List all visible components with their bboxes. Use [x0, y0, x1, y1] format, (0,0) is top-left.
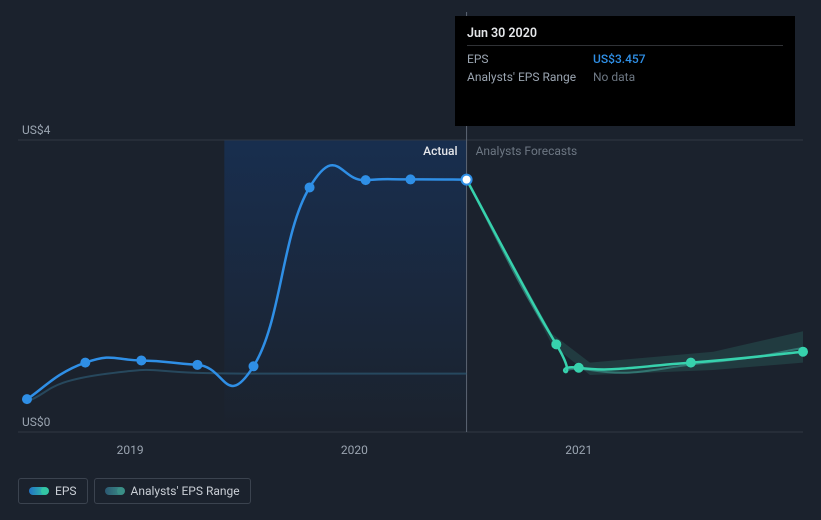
tooltip-row-value: No data	[593, 70, 635, 84]
svg-text:US$0: US$0	[22, 415, 51, 429]
svg-text:2020: 2020	[341, 443, 368, 457]
tooltip-row-label: Analysts' EPS Range	[467, 70, 577, 84]
chart-root: US$4 US$0 Actual Analysts Forecasts 2019 2020…	[0, 0, 821, 520]
tooltip-date: Jun 30 2020	[467, 26, 783, 41]
legend-swatch-eps	[29, 487, 47, 495]
legend-label: EPS	[55, 484, 77, 498]
legend-swatch-range	[105, 487, 123, 495]
legend-item-eps-range[interactable]: Analysts' EPS Range	[94, 478, 251, 504]
tooltip-row: Analysts' EPS Range No data	[467, 70, 783, 84]
tooltip-row-label: EPS	[467, 52, 577, 66]
tooltip-row-value: US$3.457	[593, 52, 646, 66]
legend-item-eps[interactable]: EPS	[18, 478, 88, 504]
svg-text:Actual: Actual	[423, 144, 457, 158]
tooltip-separator	[467, 45, 783, 46]
tooltip-row: EPS US$3.457	[467, 52, 783, 66]
svg-text:US$4: US$4	[22, 123, 51, 137]
legend: EPS Analysts' EPS Range	[18, 478, 251, 504]
svg-text:Analysts Forecasts: Analysts Forecasts	[476, 144, 578, 158]
legend-label: Analysts' EPS Range	[131, 484, 240, 498]
data-tooltip: Jun 30 2020 EPS US$3.457 Analysts' EPS Ran…	[455, 16, 795, 126]
tooltip-rows: EPS US$3.457 Analysts' EPS Range No data	[467, 52, 783, 84]
svg-text:2019: 2019	[117, 443, 144, 457]
svg-text:2021: 2021	[565, 443, 592, 457]
